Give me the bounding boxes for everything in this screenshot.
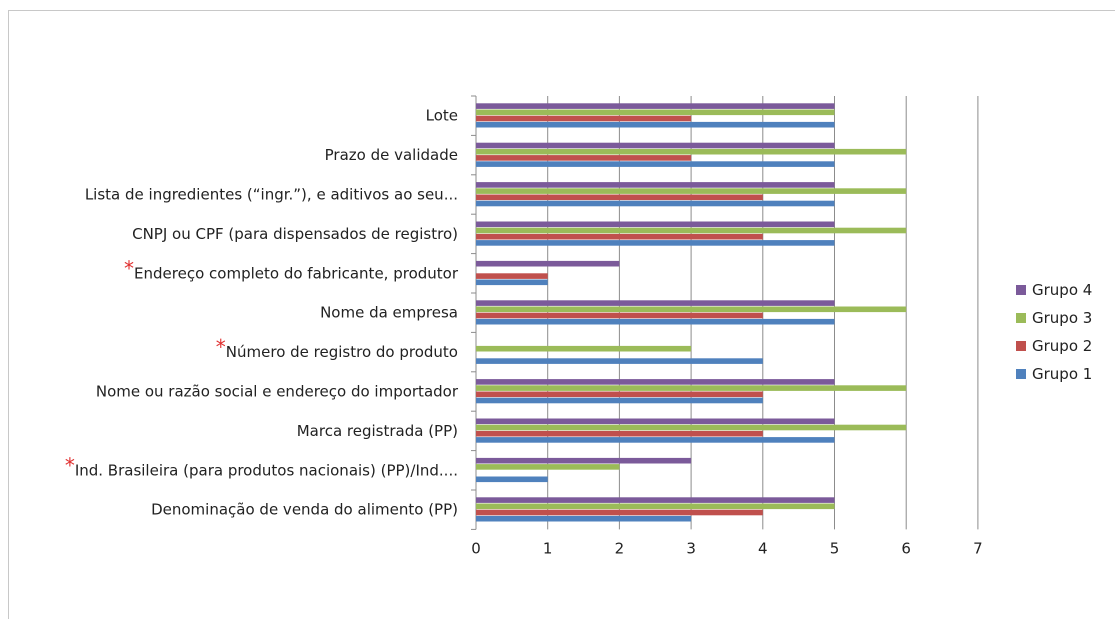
category-label: *Número de registro do produto [216, 335, 458, 361]
x-tick-label: 4 [758, 539, 768, 557]
x-tick-label: 3 [686, 539, 696, 557]
legend-label-grupo-2: Grupo 2 [1032, 337, 1093, 355]
x-tick-label: 2 [615, 539, 625, 557]
bar-grupo-3 [476, 109, 835, 116]
bar-grupo-3 [476, 464, 620, 470]
bar-grupo-1 [476, 121, 835, 128]
bar-grupo-2 [476, 430, 763, 437]
category-label-text: Endereço completo do fabricante, produto… [134, 264, 459, 282]
bar-grupo-4 [476, 497, 835, 503]
bar-grupo-4 [476, 103, 835, 109]
required-asterisk: * [216, 335, 226, 359]
bar-grupo-2 [476, 194, 763, 201]
bar-grupo-2 [476, 391, 763, 398]
bar-grupo-3 [476, 345, 692, 352]
bar-grupo-1 [476, 279, 548, 286]
legend-swatch-grupo-2 [1016, 341, 1026, 351]
category-label: CNPJ ou CPF (para dispensados de registr… [132, 225, 458, 243]
chart-frame [8, 10, 1115, 619]
bar-grupo-4 [476, 260, 620, 267]
bar-grupo-1 [476, 476, 548, 483]
category-label: Nome ou razão social e endereço do impor… [96, 383, 459, 401]
bar-grupo-1 [476, 397, 763, 404]
x-tick-label: 1 [543, 539, 553, 557]
bar-grupo-1 [476, 358, 763, 364]
bar-grupo-1 [476, 200, 835, 207]
legend-item-grupo-2: Grupo 2 [1016, 332, 1092, 360]
category-label: Prazo de validade [325, 146, 458, 164]
bar-grupo-3 [476, 188, 907, 194]
legend-label-grupo-3: Grupo 3 [1032, 309, 1093, 327]
bar-grupo-2 [476, 115, 692, 122]
category-label: Marca registrada (PP) [297, 422, 458, 440]
legend: Grupo 4 Grupo 3 Grupo 2 Grupo 1 [1016, 276, 1092, 388]
bar-grupo-1 [476, 161, 835, 167]
bar-grupo-2 [476, 233, 763, 240]
category-label: Nome da empresa [320, 304, 458, 322]
bar-grupo-3 [476, 385, 907, 391]
bar-grupo-3 [476, 148, 907, 155]
category-label-text: Ind. Brasileira (para produtos nacionais… [75, 461, 458, 479]
bar-grupo-2 [476, 312, 763, 319]
bar-grupo-4 [476, 300, 835, 306]
category-label: Lote [426, 107, 458, 125]
legend-label-grupo-1: Grupo 1 [1032, 365, 1093, 383]
bar-grupo-4 [476, 221, 835, 228]
bar-grupo-2 [476, 273, 548, 279]
bar-grupo-3 [476, 227, 907, 234]
legend-label-grupo-4: Grupo 4 [1032, 281, 1093, 299]
x-tick-label: 0 [471, 539, 481, 557]
legend-item-grupo-3: Grupo 3 [1016, 304, 1092, 332]
bar-grupo-3 [476, 306, 907, 313]
x-tick-label: 7 [973, 539, 983, 557]
bar-grupo-1 [476, 515, 692, 522]
category-label-text: Número de registro do produto [226, 343, 458, 361]
bar-grupo-2 [476, 509, 763, 516]
legend-swatch-grupo-4 [1016, 285, 1026, 295]
bar-grupo-1 [476, 318, 835, 325]
bar-grupo-4 [476, 379, 835, 385]
bar-grupo-4 [476, 418, 835, 425]
bar-grupo-2 [476, 155, 692, 161]
category-label: *Endereço completo do fabricante, produt… [124, 256, 459, 282]
x-tick-label: 6 [901, 539, 911, 557]
required-asterisk: * [65, 453, 75, 477]
legend-item-grupo-4: Grupo 4 [1016, 276, 1092, 304]
legend-swatch-grupo-3 [1016, 313, 1026, 323]
category-label: Denominação de venda do alimento (PP) [151, 501, 458, 519]
legend-item-grupo-1: Grupo 1 [1016, 360, 1092, 388]
category-label: *Ind. Brasileira (para produtos nacionai… [65, 453, 458, 479]
bar-grupo-1 [476, 437, 835, 443]
bar-grupo-4 [476, 142, 835, 149]
legend-swatch-grupo-1 [1016, 369, 1026, 379]
bar-grupo-4 [476, 182, 835, 188]
bar-grupo-3 [476, 424, 907, 431]
bar-grupo-4 [476, 457, 692, 464]
bar-grupo-1 [476, 240, 835, 246]
category-label: Lista de ingredientes (“ingr.”), e aditi… [85, 186, 458, 204]
x-tick-label: 5 [830, 539, 840, 557]
required-asterisk: * [124, 256, 134, 280]
bar-grupo-3 [476, 503, 835, 510]
